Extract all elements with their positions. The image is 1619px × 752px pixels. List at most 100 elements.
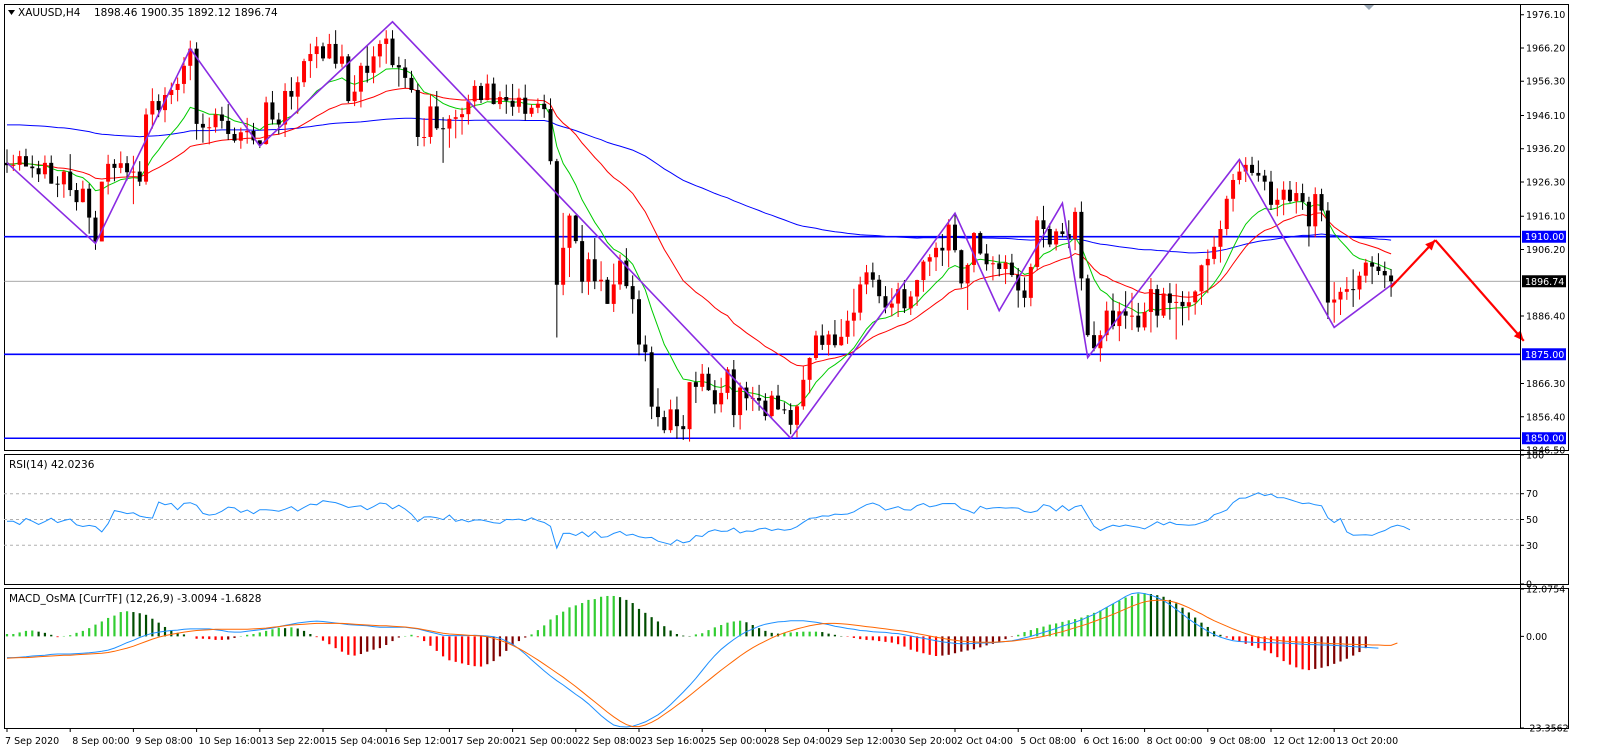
candle [213,108,218,133]
candle [915,279,920,306]
candle-body [1313,194,1318,227]
rsi-tick-label: 0 [1526,580,1532,591]
candle-body [877,279,882,297]
candle-body [1117,311,1122,327]
candle [839,319,844,346]
candle-body [580,241,585,282]
candle-body [997,263,1002,269]
moving-average-fast [7,68,1392,407]
time-tick-label: 13 Oct 20:00 [1336,736,1398,747]
candle-body [333,43,338,64]
zigzag-line [6,20,1398,440]
candle [605,277,610,304]
candle-body [377,43,382,57]
candle [1205,249,1210,294]
candle [927,254,932,277]
candle-body [870,272,875,280]
candle [125,156,130,181]
candle [1092,321,1097,352]
candle [137,161,142,187]
candle-body [1262,175,1267,182]
time-tick-label: 21 Sep 00:00 [515,736,578,747]
candle-body [637,299,641,345]
candle [270,90,275,125]
candle [302,58,307,87]
candle [1287,180,1292,203]
candle [655,388,660,427]
current-price-box [1522,275,1566,288]
candle-body [17,156,22,165]
candle [1389,269,1394,297]
candle [1117,302,1122,342]
candle [30,155,35,178]
arrow-head-icon [1513,330,1524,341]
candle [832,320,837,348]
candle-body [1003,262,1008,269]
candle-body [618,260,623,285]
candle-body [807,357,812,380]
candle-body [1161,293,1166,316]
candle-body [213,114,218,128]
candle-body [567,215,572,248]
candle-body [491,83,496,105]
candle-body [655,406,660,418]
candle-body [1066,234,1071,239]
candle [637,290,641,356]
candle-body [1344,289,1349,292]
candle-body [131,171,136,173]
candle [1338,287,1343,315]
candle-body [36,168,41,175]
candle [1180,291,1185,326]
candle-body [11,164,16,166]
candle [466,94,471,125]
candle [712,380,717,414]
candle [422,118,427,147]
candle [1003,255,1008,285]
candle-body [611,284,616,304]
candle [864,264,869,295]
candle-body [851,312,856,321]
candle [934,242,939,271]
candle-body [61,171,66,185]
candle [567,213,572,278]
candle-body [630,286,635,300]
candle-body [1294,193,1299,202]
candle-body [1073,211,1078,239]
candle-body [1218,229,1223,247]
macd-tick-label: 12.0754 [1526,585,1565,596]
candle [226,104,231,141]
candle [845,310,850,344]
candle [649,346,654,420]
arrow-head-icon [1425,240,1436,251]
candle [529,104,534,117]
candle [245,117,250,144]
candle-body [1332,299,1337,303]
candle [434,90,439,130]
candle [1344,277,1349,300]
candle [561,212,566,296]
candle [542,94,547,118]
time-tick-label: 29 Sep 12:00 [831,736,894,747]
price-tick-label: 1946.10 [1526,111,1565,122]
candle-body [1148,289,1153,312]
chart-shift-marker-icon[interactable] [1364,5,1374,10]
candle-body [959,250,964,284]
candle-body [1060,231,1065,235]
candle [1123,291,1128,329]
candle-body [384,38,389,44]
time-tick-label: 6 Oct 16:00 [1083,736,1139,747]
macd-tick-label: 0.00 [1526,632,1547,643]
time-tick-label: 10 Sep 16:00 [199,736,262,747]
candle-body [257,140,262,145]
time-tick-label: 2 Oct 04:00 [957,736,1013,747]
candle [624,248,629,289]
candle [163,87,167,123]
collapse-triangle-icon[interactable] [8,10,15,15]
candle [428,94,433,144]
candle [1281,181,1286,216]
candle [283,83,288,137]
price-tick-label: 1846.50 [1526,446,1565,457]
candle [390,30,395,68]
candle-body [150,101,155,115]
